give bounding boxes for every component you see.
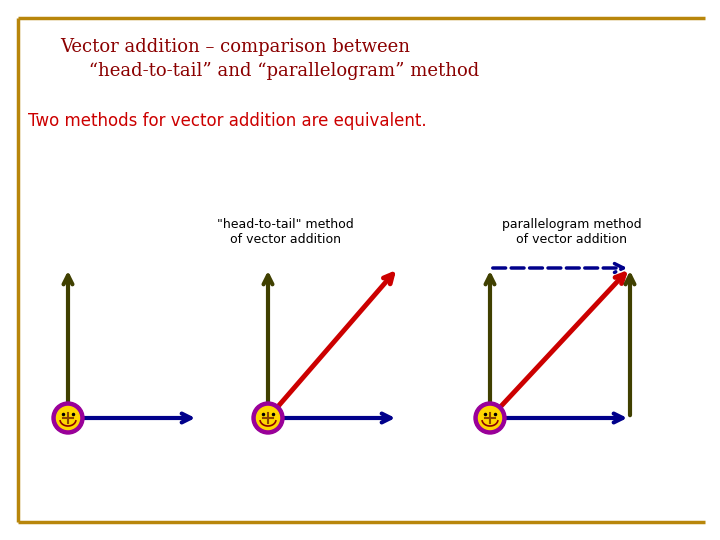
Text: “head-to-tail” and “parallelogram” method: “head-to-tail” and “parallelogram” metho… <box>60 62 480 80</box>
Circle shape <box>479 407 502 429</box>
Circle shape <box>52 402 84 434</box>
Text: Vector addition – comparison between: Vector addition – comparison between <box>60 38 410 56</box>
Text: Two methods for vector addition are equivalent.: Two methods for vector addition are equi… <box>28 112 427 130</box>
Text: parallelogram method
of vector addition: parallelogram method of vector addition <box>502 218 642 246</box>
Circle shape <box>252 402 284 434</box>
Circle shape <box>474 402 506 434</box>
Circle shape <box>256 407 279 429</box>
Circle shape <box>56 407 79 429</box>
Text: "head-to-tail" method
of vector addition: "head-to-tail" method of vector addition <box>217 218 354 246</box>
